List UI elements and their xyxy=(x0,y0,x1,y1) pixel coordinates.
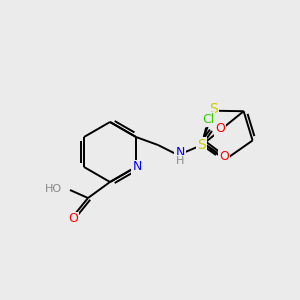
Text: H: H xyxy=(176,156,184,166)
Text: N: N xyxy=(175,146,185,160)
Text: S: S xyxy=(209,102,218,116)
Text: Cl: Cl xyxy=(202,113,214,126)
Text: O: O xyxy=(68,212,78,226)
Text: S: S xyxy=(198,138,206,152)
Text: HO: HO xyxy=(45,184,62,194)
Text: O: O xyxy=(219,151,229,164)
Text: N: N xyxy=(132,160,142,173)
Text: O: O xyxy=(215,122,225,136)
